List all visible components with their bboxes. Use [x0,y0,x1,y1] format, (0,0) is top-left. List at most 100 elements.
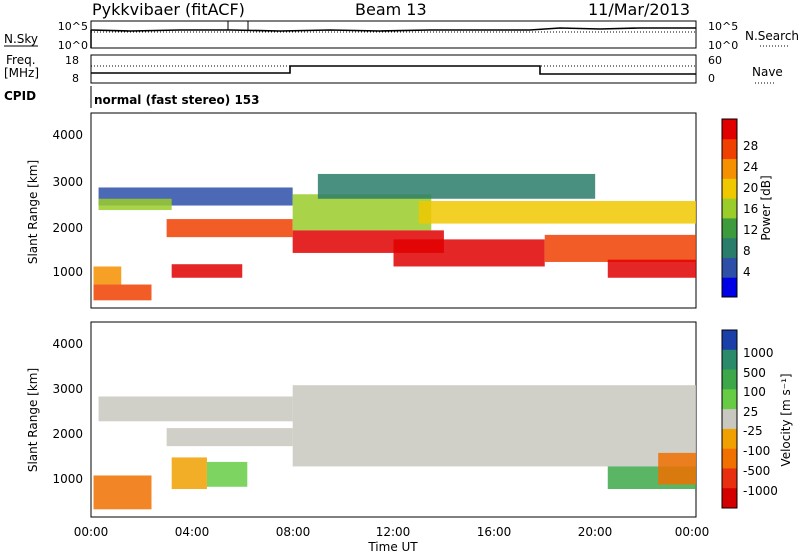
velocity-cbtick-neg1000: -1000 [743,484,778,498]
power-colorbar-cell-1 [722,257,737,278]
power-cbtick-24: 24 [743,160,758,174]
power-scatter-region-12 [317,173,596,199]
power-colorbar-cell-0 [722,277,737,298]
nave-label: Nave [752,65,783,79]
nsearch-tick-bottom: 10^0 [708,39,738,52]
power-ytick-4000: 4000 [52,128,83,142]
freq-tick-bottom: 8 [72,72,79,85]
power-ytick-2000: 2000 [52,221,83,235]
power-colorbar-cell-3 [722,217,737,239]
xtick-0400: 04:00 [175,525,210,539]
power-colorbar-cell-7 [722,138,737,160]
cpid-label: CPID [4,89,36,103]
velocity-heatmap [93,385,696,510]
velocity-cbtick-25: 25 [743,405,758,419]
nave-tick-top: 60 [708,54,722,67]
velocity-colorbar: Velocity [m s⁻¹] 1000 500 100 25 -25 -10… [721,329,793,509]
velocity-ytick-4000: 4000 [52,337,83,351]
power-scatter-region-11 [607,259,696,278]
power-heatmap [93,173,696,301]
cpid-text: normal (fast stereo) 153 [94,93,260,107]
velocity-ytick-1000: 1000 [52,472,83,486]
station-title: Pykkvibaer (fitACF) [92,0,245,19]
xtick-2400: 00:00 [675,525,710,539]
xtick-0000: 00:00 [74,525,109,539]
power-colorbar-frame [721,118,738,298]
velocity-colorbar-cell-2 [722,369,737,390]
freq-label: Freq. [6,53,36,67]
power-scatter-region-3 [93,266,122,285]
velocity-ytick-3000: 3000 [52,382,83,396]
power-colorbar-cell-8 [722,119,737,140]
power-colorbar: Power [dB] 28 24 20 16 12 8 4 [721,118,773,298]
velocity-cbtick-100: 100 [743,385,766,399]
nsky-series-line [90,27,696,32]
xtick-1200: 12:00 [376,525,411,539]
velocity-scatter-region-3 [171,457,207,490]
xtick-0800: 08:00 [276,525,311,539]
power-panel: Slant Range [km] 4000 3000 2000 1000 [26,112,697,309]
nsky-panel-frame [90,20,697,49]
power-scatter-region-8 [393,239,545,267]
velocity-colorbar-cell-8 [722,488,737,509]
power-cbtick-8: 8 [743,244,751,258]
power-colorbar-cell-6 [722,158,737,179]
freq-unit: [MHz] [4,66,39,80]
power-colorbar-cell-4 [722,198,737,219]
velocity-colorbar-cell-6 [722,448,737,469]
velocity-panel: Slant Range [km] 4000 3000 2000 1000 [26,321,697,518]
velocity-colorbar-cell-1 [722,349,737,371]
velocity-colorbar-cell-3 [722,389,737,410]
xaxis-label: Time UT [367,540,418,554]
freq-tick-top: 18 [65,54,79,67]
power-ytick-3000: 3000 [52,175,83,189]
velocity-colorbar-cell-5 [722,428,737,450]
freq-panel-frame [90,54,697,84]
velocity-colorbar-label: Velocity [m s⁻¹] [779,373,793,466]
power-scatter-region-5 [171,264,243,278]
velocity-scatter-region-1 [166,428,293,447]
velocity-scatter-region-2 [93,475,152,510]
nsky-tick-bottom: 10^0 [58,39,88,52]
power-scatter-region-10 [544,234,696,262]
velocity-scatter-region-5 [292,385,696,467]
power-scatter-region-4 [93,284,152,301]
velocity-ytick-2000: 2000 [52,427,83,441]
velocity-yaxis-label: Slant Range [km] [26,368,40,472]
power-cbtick-28: 28 [743,139,758,153]
x-axis: 00:00 04:00 08:00 12:00 16:00 20:00 00:0… [74,525,710,554]
power-cbtick-4: 4 [743,265,751,279]
power-cbtick-12: 12 [743,223,758,237]
freq-series-line [91,65,696,75]
power-scatter-region-6 [292,194,432,231]
power-scatter-region-9 [418,201,696,224]
velocity-cbtick-1000: 1000 [743,346,774,360]
power-ytick-1000: 1000 [52,265,83,279]
nave-tick-bottom: 0 [708,72,715,85]
nsky-label: N.Sky [4,32,38,46]
velocity-cbtick-neg500: -500 [743,464,770,478]
velocity-cbtick-neg100: -100 [743,444,770,458]
nsky-tick-top: 10^5 [58,20,88,33]
power-colorbar-cell-2 [722,237,737,258]
velocity-scatter-region-0 [98,396,293,422]
velocity-cbtick-neg25: -25 [743,424,763,438]
date-title: 11/Mar/2013 [588,0,690,19]
velocity-scatter-region-7 [658,452,696,485]
power-scatter-region-2 [166,219,293,238]
power-cbtick-16: 16 [743,202,758,216]
power-cbtick-20: 20 [743,181,758,195]
power-scatter-region-1 [98,198,172,211]
velocity-scatter-region-4 [206,461,248,487]
nsearch-label: N.Search [745,29,799,43]
beam-title: Beam 13 [355,0,427,19]
velocity-colorbar-frame [721,329,738,509]
velocity-colorbar-cell-7 [722,468,737,489]
velocity-cbtick-500: 500 [743,366,766,380]
xtick-1600: 16:00 [477,525,512,539]
xtick-2000: 20:00 [578,525,613,539]
power-colorbar-cell-5 [722,178,737,199]
velocity-colorbar-cell-0 [722,330,737,351]
velocity-colorbar-cell-4 [722,409,737,430]
